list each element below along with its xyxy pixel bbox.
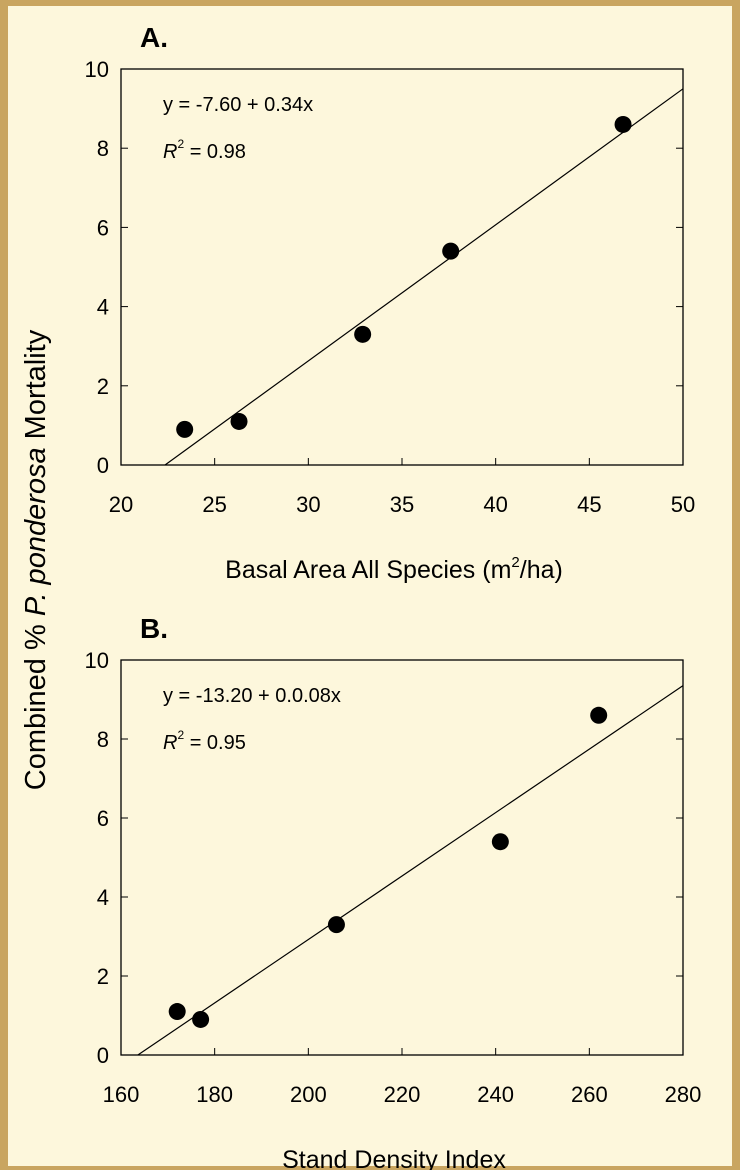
y-tick-label: 0 — [97, 1043, 109, 1068]
y-tick-label: 6 — [97, 215, 109, 240]
x-axis-title: Basal Area All Species (m2/ha) — [225, 554, 563, 584]
x-tick-label: 160 — [103, 1082, 140, 1107]
y-tick-label: 4 — [97, 885, 109, 910]
x-tick-label: 50 — [671, 492, 695, 517]
fit-line — [137, 685, 684, 1056]
y-tick-label: 2 — [97, 964, 109, 989]
data-point — [176, 420, 194, 438]
x-tick-label: 240 — [477, 1082, 514, 1107]
data-point — [354, 325, 372, 343]
r-squared: R2 = 0.98 — [163, 137, 246, 163]
x-label-part: Basal Area All Species (m — [225, 556, 511, 584]
data-point — [491, 833, 509, 851]
y-tick-label: 0 — [97, 453, 109, 478]
r-squared: R2 = 0.95 — [163, 728, 246, 754]
x-tick-label: 45 — [577, 492, 601, 517]
x-label-part: 2 — [511, 554, 519, 571]
data-point — [168, 1003, 186, 1021]
background — [8, 6, 732, 1166]
x-tick-label: 30 — [296, 492, 320, 517]
y-tick-label: 10 — [85, 57, 109, 82]
y-tick-label: 8 — [97, 136, 109, 161]
equation: y = -13.20 + 0.0.08x — [163, 685, 341, 707]
data-point — [230, 412, 248, 430]
y-axis-title: Combined % P. ponderosa Mortality — [20, 329, 52, 790]
x-tick-label: 40 — [483, 492, 507, 517]
r2-part: R — [163, 141, 177, 163]
fit-line — [164, 88, 684, 466]
y-tick-label: 10 — [85, 648, 109, 673]
r2-part: 2 — [177, 728, 184, 742]
y-tick-label: 4 — [97, 295, 109, 320]
r2-part: = 0.98 — [184, 141, 246, 163]
x-label-part: /ha) — [520, 556, 563, 584]
x-tick-label: 180 — [196, 1082, 233, 1107]
x-axis-title: Stand Density Index — [282, 1146, 506, 1170]
y-tick-label: 8 — [97, 727, 109, 752]
y-label-part: Combined % — [20, 616, 52, 790]
x-tick-label: 220 — [384, 1082, 421, 1107]
y-tick-label: 6 — [97, 806, 109, 831]
equation: y = -7.60 + 0.34x — [163, 94, 313, 116]
r2-part: 2 — [177, 137, 184, 151]
x-label-part: Stand Density Index — [282, 1146, 506, 1170]
x-tick-label: 35 — [390, 492, 414, 517]
r2-part: = 0.95 — [184, 732, 246, 754]
data-point — [327, 916, 345, 934]
x-tick-label: 200 — [290, 1082, 327, 1107]
data-point — [192, 1010, 210, 1028]
data-point — [442, 242, 460, 260]
panel-label: B. — [140, 613, 168, 644]
x-tick-label: 260 — [571, 1082, 608, 1107]
data-point — [614, 115, 632, 133]
y-label-part: P. ponderosa — [20, 447, 52, 616]
x-tick-label: 20 — [109, 492, 133, 517]
r2-part: R — [163, 732, 177, 754]
x-tick-label: 25 — [202, 492, 226, 517]
x-tick-label: 280 — [665, 1082, 702, 1107]
y-label-part: Mortality — [20, 329, 52, 447]
y-tick-label: 2 — [97, 374, 109, 399]
panel-label: A. — [140, 22, 168, 53]
data-point — [590, 706, 608, 724]
